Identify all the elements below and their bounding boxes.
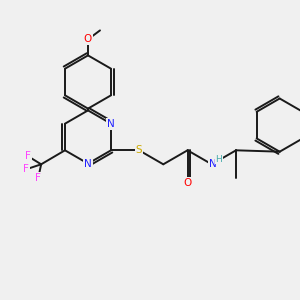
Text: N: N <box>107 119 115 129</box>
Text: S: S <box>136 145 142 155</box>
Text: F: F <box>25 151 31 161</box>
Text: O: O <box>183 178 192 188</box>
Text: O: O <box>84 34 92 44</box>
Text: H: H <box>215 155 222 164</box>
Text: F: F <box>35 173 41 183</box>
Text: N: N <box>84 159 92 169</box>
Text: F: F <box>23 164 29 174</box>
Text: N: N <box>209 159 217 169</box>
